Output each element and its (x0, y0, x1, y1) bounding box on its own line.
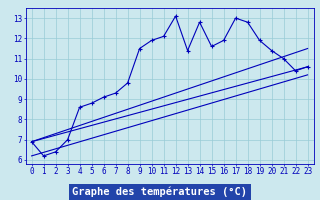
Text: Graphe des températures (°C): Graphe des températures (°C) (73, 187, 247, 197)
